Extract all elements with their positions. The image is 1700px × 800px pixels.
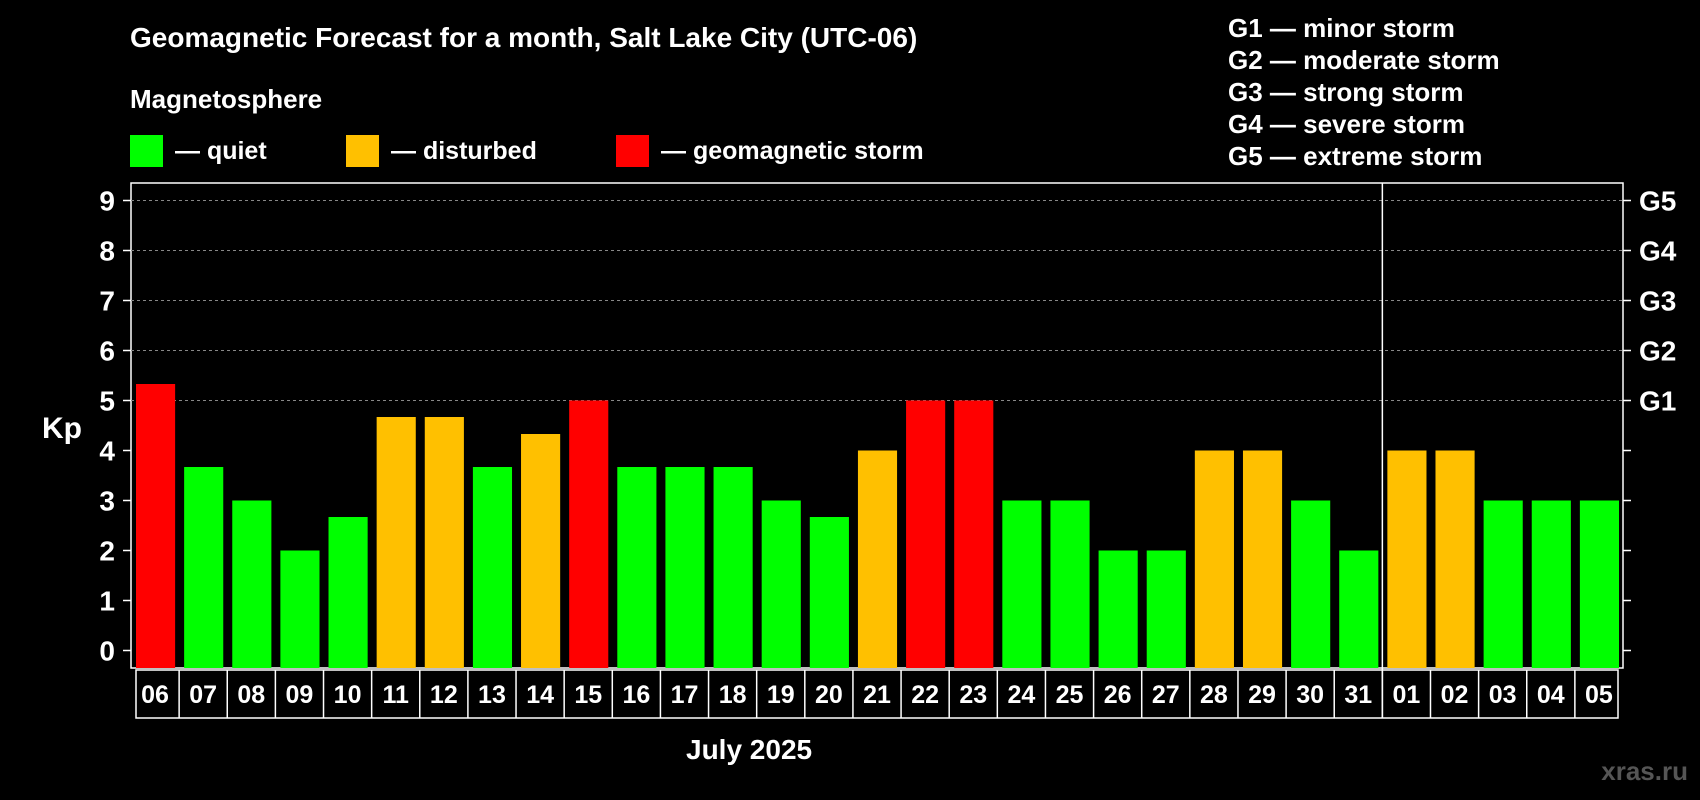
bar-26	[1098, 550, 1138, 668]
x-tick-label-11: 11	[382, 681, 409, 709]
x-tick-label-01: 01	[1393, 681, 1421, 709]
bar-28	[1194, 450, 1234, 668]
x-tick-label-07: 07	[189, 681, 217, 709]
x-tick-label-09: 09	[286, 681, 314, 709]
bar-27	[1146, 550, 1186, 668]
month-label: July 2025	[686, 734, 813, 765]
legend-quiet-label: — quiet	[175, 136, 267, 165]
bar-05	[1579, 500, 1619, 668]
x-tick-label-05: 05	[1585, 681, 1613, 709]
x-tick-label-31: 31	[1344, 681, 1372, 709]
x-tick-label-10: 10	[334, 681, 362, 709]
x-tick-label-24: 24	[1007, 681, 1035, 709]
x-tick-label-16: 16	[622, 681, 650, 709]
bar-25	[1050, 500, 1090, 668]
bar-24	[1002, 500, 1042, 668]
legend-disturbed: — disturbed	[346, 134, 537, 168]
x-tick-label-20: 20	[815, 681, 843, 709]
right-axis-label-G4: G4	[1639, 236, 1677, 267]
bar-19	[761, 500, 801, 668]
legend-storm-label: — geomagnetic storm	[661, 136, 924, 165]
x-tick-label-30: 30	[1296, 681, 1324, 709]
y-tick-label-2: 2	[99, 536, 115, 567]
x-tick-label-27: 27	[1152, 681, 1180, 709]
chart-title: Geomagnetic Forecast for a month, Salt L…	[130, 22, 918, 53]
storm-scale-g2: G2 — moderate storm	[1228, 45, 1500, 75]
storm-swatch	[616, 135, 649, 167]
bar-16	[617, 467, 657, 668]
y-tick-label-8: 8	[99, 236, 115, 267]
y-tick-label-3: 3	[99, 486, 115, 517]
y-axis-label: Kp	[42, 412, 82, 445]
bar-18	[713, 467, 753, 668]
bar-04	[1531, 500, 1571, 668]
x-tick-label-28: 28	[1200, 681, 1228, 709]
right-axis-label-G1: G1	[1639, 386, 1676, 417]
bar-08	[232, 500, 272, 668]
legend-disturbed-label: — disturbed	[391, 136, 537, 165]
x-tick-label-15: 15	[574, 681, 602, 709]
x-tick-label-21: 21	[863, 681, 891, 709]
y-tick-label-9: 9	[99, 186, 115, 217]
storm-scale-g3: G3 — strong storm	[1228, 77, 1464, 107]
bar-17	[665, 467, 705, 668]
disturbed-swatch	[346, 135, 379, 167]
bar-15	[569, 400, 609, 668]
y-tick-label-0: 0	[99, 636, 115, 667]
x-tick-label-14: 14	[526, 681, 554, 709]
bar-12	[424, 417, 464, 668]
right-axis-label-G3: G3	[1639, 286, 1676, 317]
bar-13	[472, 467, 513, 668]
bar-10	[328, 517, 368, 668]
bar-03	[1483, 500, 1523, 668]
y-tick-label-4: 4	[99, 436, 115, 467]
storm-scale-legend: G1 — minor storm G2 — moderate storm G3 …	[1228, 12, 1500, 172]
y-tick-label-1: 1	[99, 586, 115, 617]
x-label-box	[135, 669, 1619, 719]
legend-storm: — geomagnetic storm	[616, 134, 924, 168]
bar-11	[376, 417, 416, 668]
y-tick-label-7: 7	[99, 286, 115, 317]
bar-01	[1387, 450, 1427, 668]
bar-23	[954, 400, 994, 668]
x-tick-label-19: 19	[767, 681, 795, 709]
bar-31	[1339, 550, 1379, 668]
x-tick-label-29: 29	[1248, 681, 1276, 709]
x-tick-label-08: 08	[237, 681, 265, 709]
bar-14	[521, 434, 561, 668]
bar-07	[184, 467, 224, 668]
bar-29	[1242, 450, 1283, 668]
x-tick-label-23: 23	[959, 681, 987, 709]
x-tick-label-02: 02	[1441, 681, 1469, 709]
right-axis-label-G2: G2	[1639, 336, 1676, 367]
bar-09	[280, 550, 320, 668]
watermark: xras.ru	[1601, 756, 1688, 786]
x-tick-label-03: 03	[1489, 681, 1517, 709]
right-axis-label-G5: G5	[1639, 186, 1676, 217]
bar-06	[136, 384, 176, 668]
bar-30	[1291, 500, 1331, 668]
magnetosphere-heading: Magnetosphere	[130, 84, 323, 114]
legend-quiet: — quiet	[130, 134, 267, 168]
storm-scale-g1: G1 — minor storm	[1228, 13, 1455, 43]
x-tick-label-12: 12	[430, 681, 458, 709]
bar-21	[857, 450, 898, 668]
quiet-swatch	[130, 135, 163, 167]
y-tick-label-5: 5	[99, 386, 115, 417]
storm-scale-g4: G4 — severe storm	[1228, 109, 1466, 139]
storm-scale-g5: G5 — extreme storm	[1228, 141, 1483, 171]
x-tick-label-25: 25	[1056, 681, 1084, 709]
x-tick-label-13: 13	[478, 681, 506, 709]
bar-20	[809, 517, 849, 668]
bar-22	[906, 400, 946, 668]
x-tick-label-18: 18	[719, 681, 747, 709]
y-tick-label-6: 6	[99, 336, 115, 367]
bar-02	[1435, 450, 1475, 668]
x-tick-label-22: 22	[911, 681, 939, 709]
x-tick-label-17: 17	[671, 681, 699, 709]
x-tick-label-04: 04	[1537, 681, 1565, 709]
x-tick-label-26: 26	[1104, 681, 1132, 709]
x-tick-label-06: 06	[141, 681, 169, 709]
